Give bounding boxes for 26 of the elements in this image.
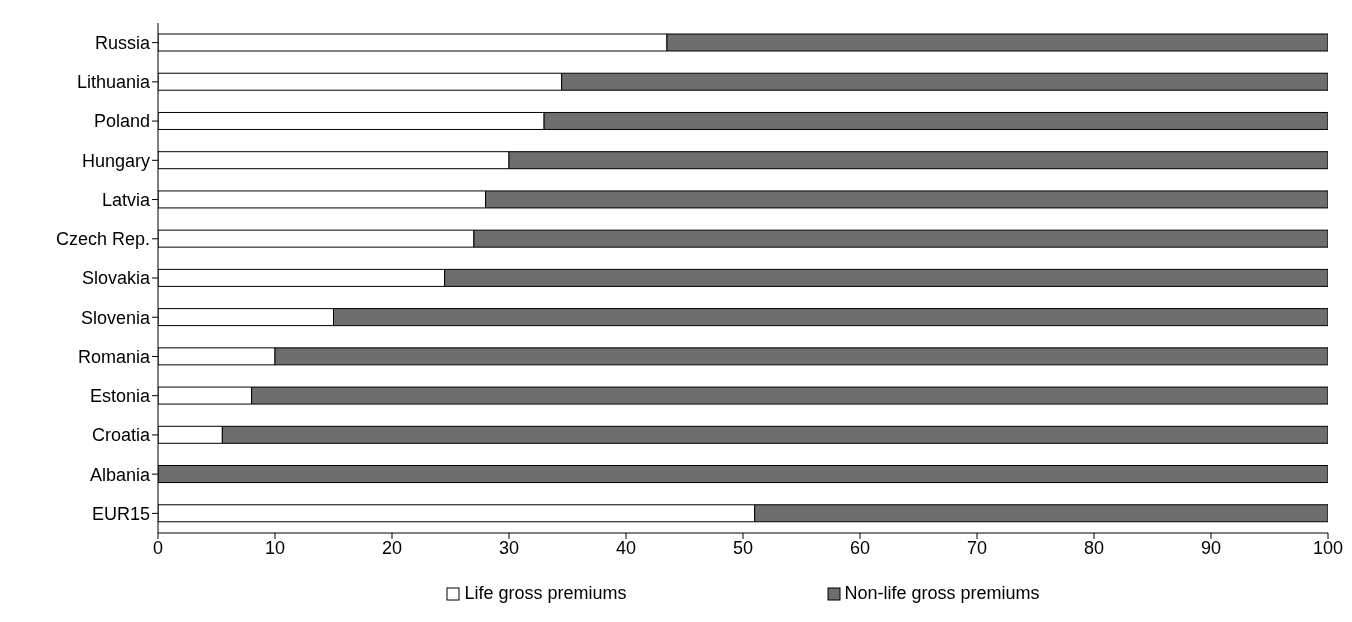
y-tick-label: Lithuania	[76, 72, 151, 93]
y-tick-label: Slovakia	[81, 268, 151, 289]
x-tick-label: 50	[732, 537, 754, 558]
y-tick-label: Poland	[93, 111, 150, 132]
y-tick-label: Estonia	[89, 386, 151, 407]
y-tick-label: Czech Rep.	[55, 229, 150, 250]
y-tick-label: Romania	[77, 346, 151, 367]
x-tick-label: 70	[966, 537, 988, 558]
x-tick-label: 60	[849, 537, 871, 558]
y-tick-label: Russia	[94, 33, 151, 54]
x-tick-label: 20	[381, 537, 403, 558]
y-tick-label: Slovenia	[80, 307, 151, 328]
y-tick-label: Albania	[89, 464, 151, 485]
x-tick-label: 90	[1200, 537, 1222, 558]
legend-label: Life gross premiums	[464, 583, 627, 604]
y-tick-label: Hungary	[81, 150, 150, 171]
legend-label: Non-life gross premiums	[844, 583, 1040, 604]
x-tick-label: 100	[1312, 537, 1344, 558]
x-tick-label: 30	[498, 537, 520, 558]
x-tick-label: 40	[615, 537, 637, 558]
x-tick-label: 80	[1083, 537, 1105, 558]
y-tick-label: Croatia	[91, 425, 151, 446]
x-tick-label: 10	[264, 537, 286, 558]
y-tick-label: Latvia	[101, 189, 151, 210]
x-tick-label: 0	[152, 537, 164, 558]
y-tick-label: EUR15	[91, 503, 150, 524]
